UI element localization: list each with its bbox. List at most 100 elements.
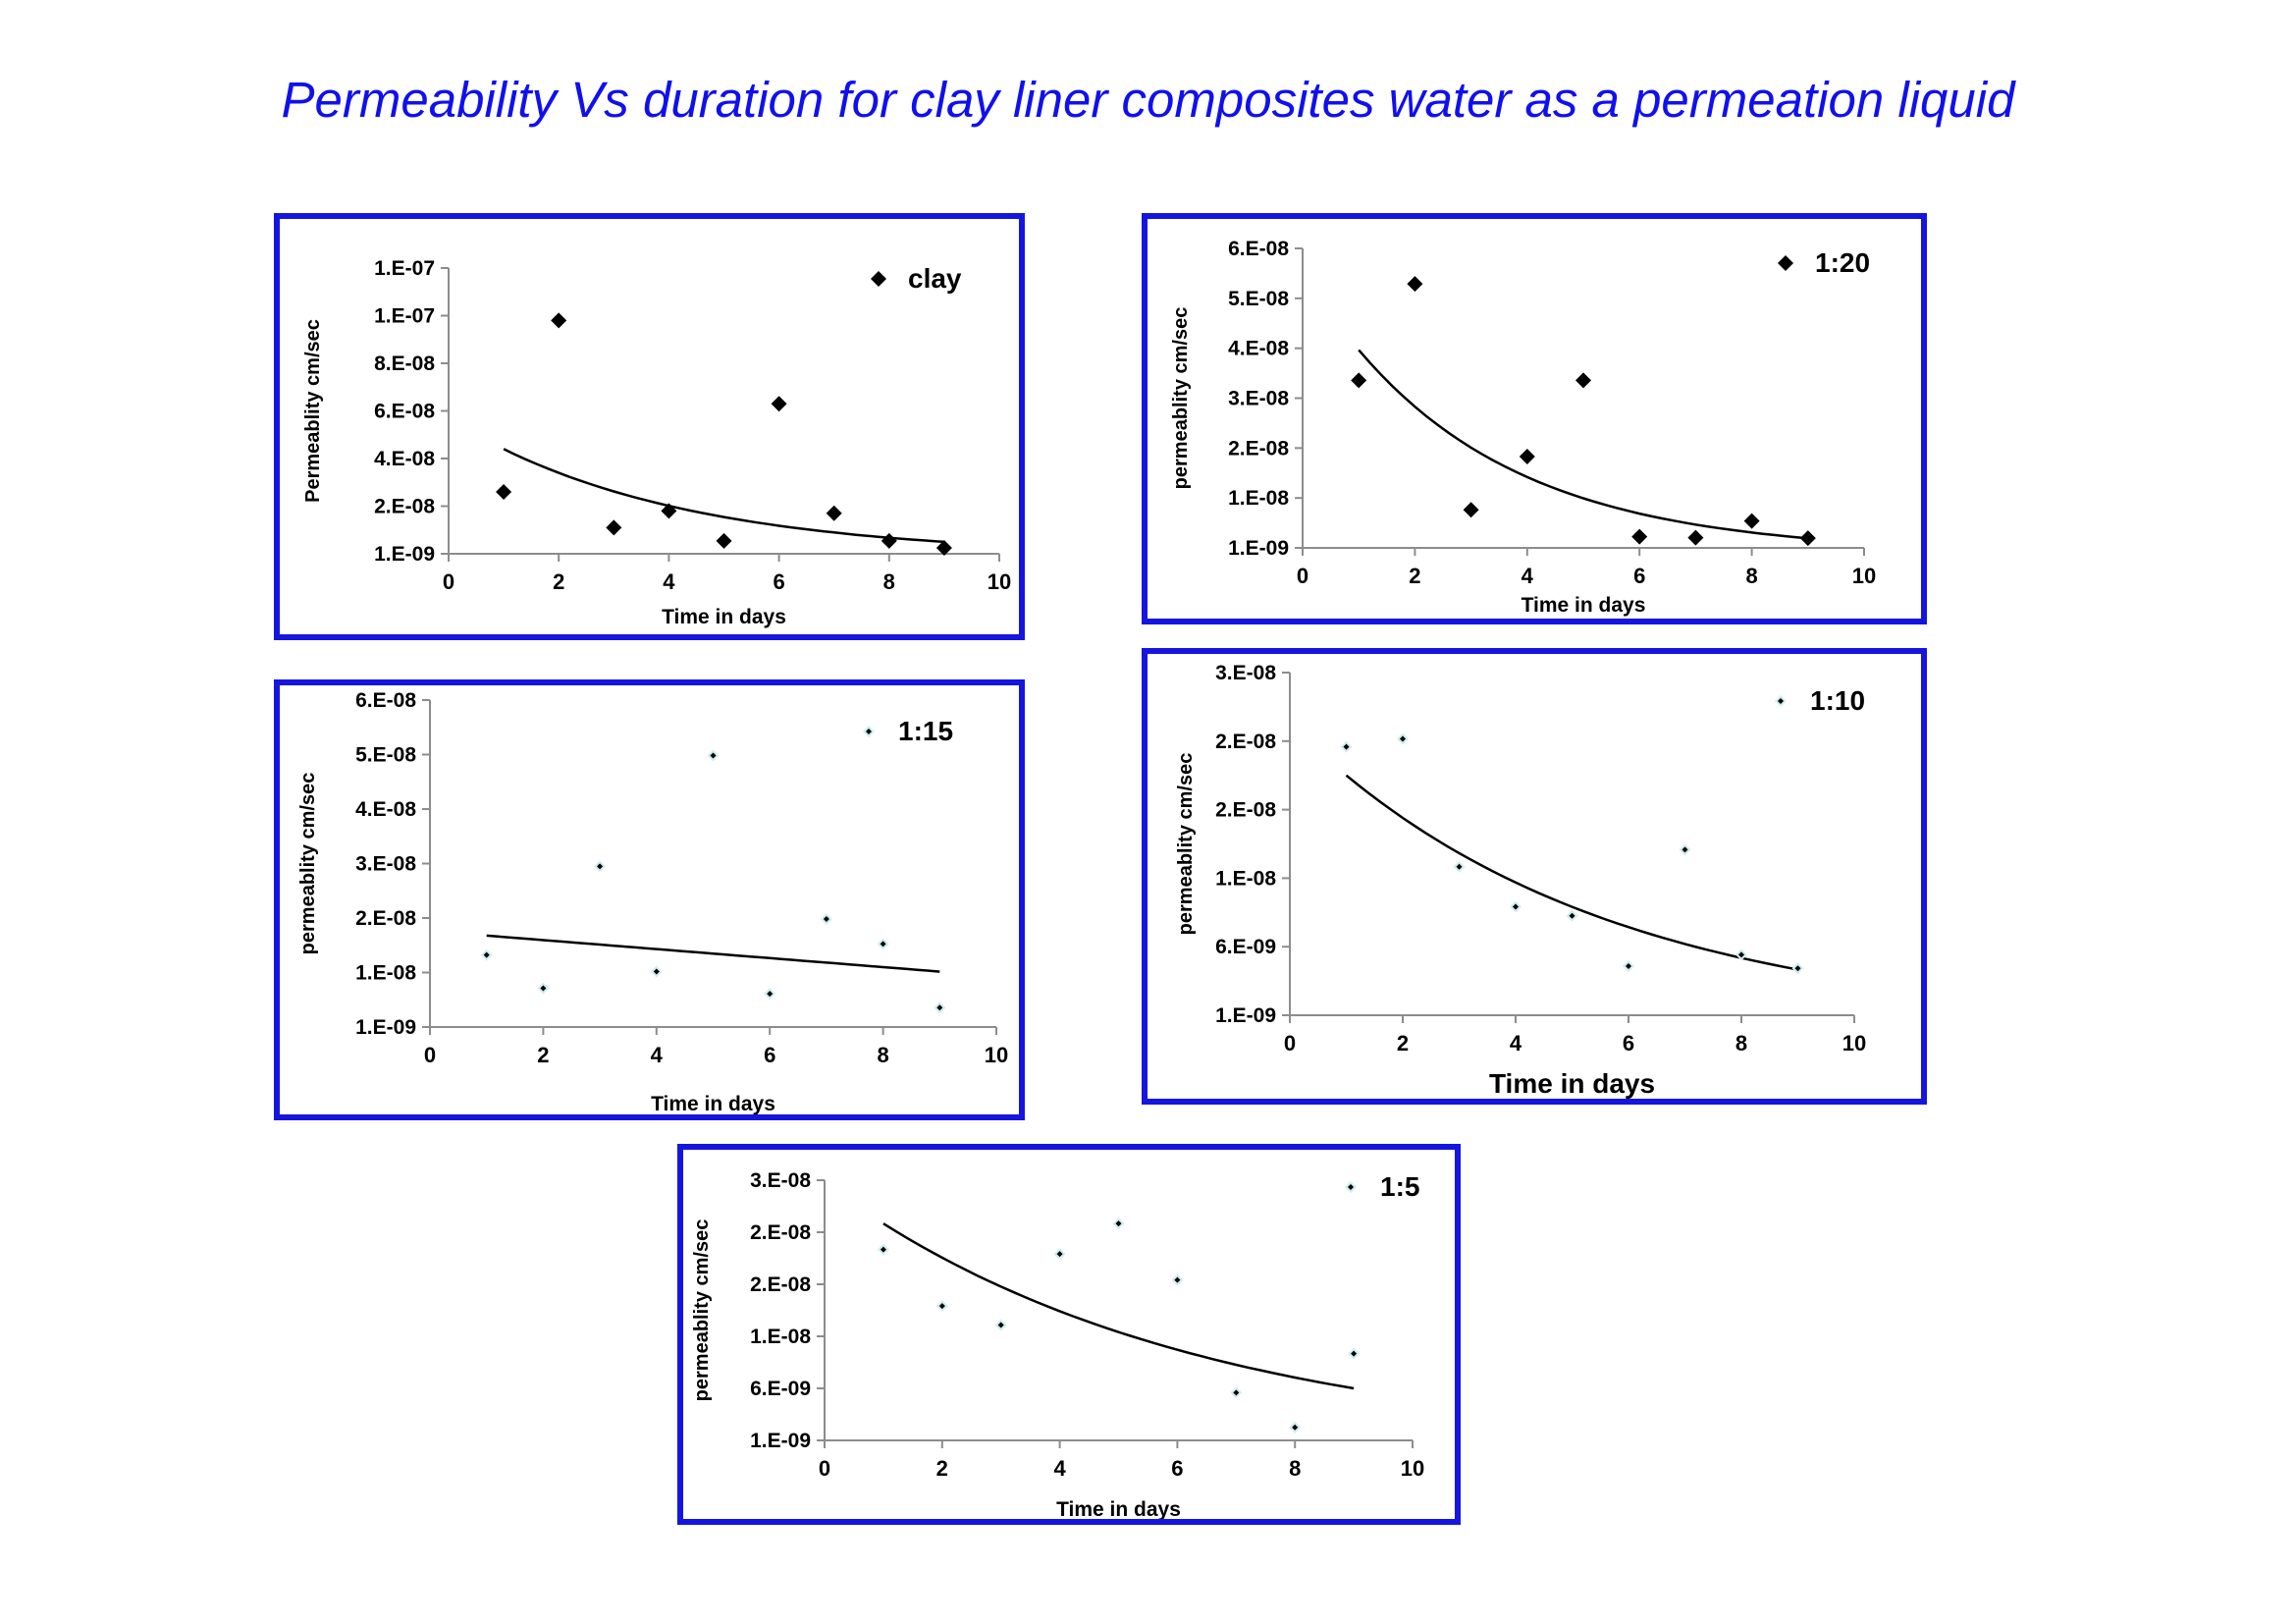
data-point <box>594 860 607 873</box>
data-point <box>994 1319 1007 1331</box>
trendline <box>503 448 944 544</box>
x-tick-label: 8 <box>883 569 895 594</box>
chart-panel-clay: 1.E-09 2.E-08 4.E-08 6.E-08 8.E-08 1.E-07 1.E-… <box>274 213 1025 640</box>
legend-label: 1:15 <box>898 716 953 746</box>
data-point <box>1519 448 1535 464</box>
data-point <box>1687 529 1704 546</box>
x-tick-label: 4 <box>1510 1031 1522 1056</box>
legend-marker <box>1775 695 1787 707</box>
data-point <box>1566 909 1578 922</box>
data-point <box>1510 900 1522 913</box>
data-point <box>1351 372 1367 389</box>
x-axis-label: Time in days <box>1522 594 1646 617</box>
x-tick-label: 4 <box>651 1043 664 1067</box>
y-tick-label: 1.E-07 <box>374 257 435 280</box>
trendline <box>1358 349 1808 540</box>
data-point <box>1112 1218 1125 1230</box>
data-point <box>877 1243 889 1256</box>
x-tick-label: 0 <box>443 569 454 594</box>
y-tick-label: 6.E-09 <box>1215 936 1276 958</box>
y-tick-label: 8.E-08 <box>374 352 435 375</box>
chart-svg: 1.E-09 2.E-08 4.E-08 6.E-08 8.E-08 1.E-07 1.E-… <box>302 257 1011 628</box>
x-tick-label: 2 <box>1409 564 1420 588</box>
chart-panel-1-20: 1.E-09 1.E-08 2.E-08 3.E-08 4.E-08 5.E-08 6.E-… <box>1142 213 1927 624</box>
x-axis-label: Time in days <box>662 606 786 628</box>
data-point <box>480 948 493 961</box>
x-tick-label: 2 <box>537 1043 549 1067</box>
data-point <box>1631 528 1648 545</box>
data-point <box>661 503 677 519</box>
data-point <box>881 532 897 549</box>
y-tick-label: 4.E-08 <box>355 798 416 821</box>
chart-svg: 1.E-09 1.E-08 2.E-08 3.E-08 4.E-08 5.E-08 6.E-… <box>1170 238 1876 617</box>
data-point <box>537 982 550 995</box>
x-tick-label: 10 <box>988 569 1011 594</box>
y-axis-label: permeablity cm/sec <box>1175 753 1197 936</box>
x-tick-label: 8 <box>877 1043 888 1067</box>
y-tick-label: 6.E-08 <box>1228 238 1289 260</box>
x-tick-label: 2 <box>936 1456 948 1481</box>
page-title: Permeability Vs duration for clay liner … <box>281 72 2015 128</box>
legend-marker <box>1778 255 1793 271</box>
data-point <box>1171 1273 1184 1286</box>
legend-marker <box>871 271 886 287</box>
data-point <box>1397 732 1409 745</box>
x-axis-label: Time in days <box>1489 1068 1655 1099</box>
data-point <box>1799 530 1816 547</box>
x-tick-label: 6 <box>1623 1031 1634 1056</box>
x-tick-label: 6 <box>764 1043 775 1067</box>
y-tick-label: 1.E-08 <box>750 1326 811 1348</box>
x-tick-label: 0 <box>1284 1031 1296 1056</box>
data-point <box>1453 860 1466 873</box>
y-tick-label: 1.E-07 <box>374 305 435 328</box>
x-axis-label: Time in days <box>1056 1498 1181 1519</box>
y-axis-label: permeablity cm/sec <box>1170 307 1192 490</box>
chart-svg: 1.E-09 6.E-09 1.E-08 2.E-08 2.E-08 3.E-08 0 2 4 6… <box>1175 662 1866 1099</box>
y-axis-label: Permeablity cm/sec <box>302 319 324 503</box>
data-point <box>1743 513 1760 529</box>
y-tick-label: 2.E-08 <box>1215 799 1276 822</box>
data-point <box>551 312 567 329</box>
x-tick-label: 4 <box>663 569 675 594</box>
data-point <box>771 396 787 412</box>
chart-panel-1-15: 1.E-09 1.E-08 2.E-08 3.E-08 4.E-08 5.E-08 6.E-… <box>274 679 1025 1120</box>
x-tick-label: 2 <box>553 569 564 594</box>
data-point <box>1575 372 1591 389</box>
data-point <box>1463 502 1479 518</box>
y-tick-label: 1.E-09 <box>355 1016 416 1039</box>
chart-svg: 1.E-09 1.E-08 2.E-08 3.E-08 4.E-08 5.E-08 6.E-… <box>297 689 1008 1114</box>
data-point <box>826 505 842 521</box>
legend-label: 1:5 <box>1380 1171 1419 1202</box>
y-tick-label: 3.E-08 <box>750 1169 811 1192</box>
chart-panel-1-10: 1.E-09 6.E-09 1.E-08 2.E-08 2.E-08 3.E-08 0 2 4 6… <box>1142 648 1927 1105</box>
legend-label: 1:10 <box>1810 685 1865 716</box>
data-point <box>1791 962 1804 975</box>
y-tick-label: 1.E-09 <box>1228 537 1289 560</box>
x-tick-label: 8 <box>1745 564 1757 588</box>
y-tick-label: 1.E-09 <box>1215 1004 1276 1027</box>
data-point <box>935 1300 948 1313</box>
y-tick-label: 2.E-08 <box>374 496 435 518</box>
x-tick-label: 6 <box>773 569 784 594</box>
x-tick-label: 10 <box>1401 1456 1424 1481</box>
data-point <box>1340 740 1353 753</box>
trendline <box>1345 774 1798 971</box>
x-tick-label: 2 <box>1397 1031 1409 1056</box>
data-point <box>935 539 952 556</box>
chart-svg: 1.E-09 6.E-09 1.E-08 2.E-08 2.E-08 3.E-08 0 2 4 6… <box>691 1169 1424 1519</box>
data-point <box>650 965 663 978</box>
legend-label: 1:20 <box>1815 247 1870 278</box>
data-point <box>606 519 622 536</box>
y-tick-label: 2.E-08 <box>750 1273 811 1296</box>
data-point <box>1623 959 1634 972</box>
x-tick-label: 10 <box>985 1043 1008 1067</box>
chart-panel-1-5: 1.E-09 6.E-09 1.E-08 2.E-08 2.E-08 3.E-08 0 2 4 6… <box>677 1144 1461 1525</box>
legend-marker <box>863 726 875 737</box>
data-point <box>1735 948 1747 961</box>
x-tick-label: 4 <box>1053 1456 1066 1481</box>
x-tick-label: 10 <box>1852 564 1876 588</box>
y-tick-label: 6.E-09 <box>750 1378 811 1400</box>
data-point <box>1407 276 1423 293</box>
y-tick-label: 1.E-08 <box>1228 487 1289 510</box>
y-tick-label: 5.E-08 <box>355 744 416 767</box>
